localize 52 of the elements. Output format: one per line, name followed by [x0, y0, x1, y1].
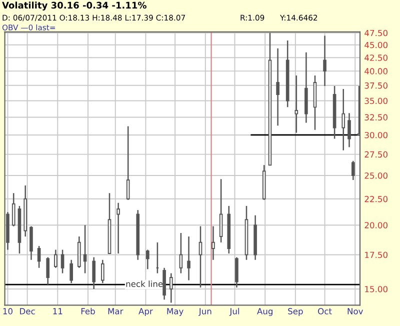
candlestick: [187, 236, 190, 281]
candlestick: [30, 226, 33, 261]
y-tick-label: 42.50: [364, 54, 388, 61]
candlestick: [37, 245, 41, 268]
candlestick: [219, 178, 223, 244]
candlestick: [126, 126, 130, 201]
x-tick-label: Aug: [257, 308, 272, 316]
candlestick: [276, 48, 280, 126]
y-tick-label: 30.00: [364, 132, 388, 138]
candlestick: [351, 160, 355, 181]
candlestick: [12, 192, 16, 227]
y-tick-label: 45.00: [364, 42, 388, 48]
candlestick: [54, 249, 58, 268]
candlestick: [323, 35, 326, 87]
x-tick-label: Apr: [138, 308, 153, 316]
chart-title: Volatility 30.16 -0.34 -1.11%: [2, 2, 146, 10]
y-tick-label: 47.50: [364, 30, 388, 36]
y-tick-label: 32.50: [364, 114, 388, 120]
x-tick-label: Dec: [20, 308, 35, 314]
candlestick: [100, 259, 104, 284]
x-tick-label: Oct: [318, 308, 332, 314]
y-tick-label: 27.50: [364, 151, 388, 158]
candlestick: [146, 249, 150, 270]
candlestick: [348, 112, 351, 148]
x-tick-label: 11: [53, 308, 62, 314]
candlestick: [235, 256, 238, 288]
y-tick-label: 37.50: [364, 82, 388, 89]
x-tick-label: Sep: [288, 308, 303, 316]
candlestick: [294, 74, 298, 134]
x-tick-label: 10: [3, 308, 12, 314]
y-tick-label: 35.00: [364, 98, 388, 104]
x-tick-label: May: [167, 308, 184, 316]
candlestick: [179, 232, 183, 274]
y-tick-label: 25.00: [364, 172, 388, 179]
candlestick: [60, 249, 64, 274]
y-tick-label: 40.00: [364, 68, 388, 74]
candlestick: [212, 226, 215, 261]
y-tick-label: 15.00: [365, 286, 388, 292]
x-tick-label: Mar: [108, 308, 124, 314]
y-tick-label: 22.50: [364, 196, 388, 202]
candlestick: [70, 259, 73, 284]
candlestick: [198, 226, 202, 288]
y-tick-label: 20.00: [364, 222, 388, 228]
x-tick-label: Feb: [81, 308, 95, 314]
y-tick-label: 17.50: [365, 252, 388, 258]
x-tick-label: Nov: [348, 308, 363, 314]
candlestick: [46, 256, 50, 286]
candlestick: [92, 256, 96, 290]
x-tick-label: Jun: [198, 308, 212, 316]
candlestick: [116, 202, 120, 254]
candlestick: [342, 88, 346, 151]
x-tick-label: Jul: [229, 308, 239, 316]
